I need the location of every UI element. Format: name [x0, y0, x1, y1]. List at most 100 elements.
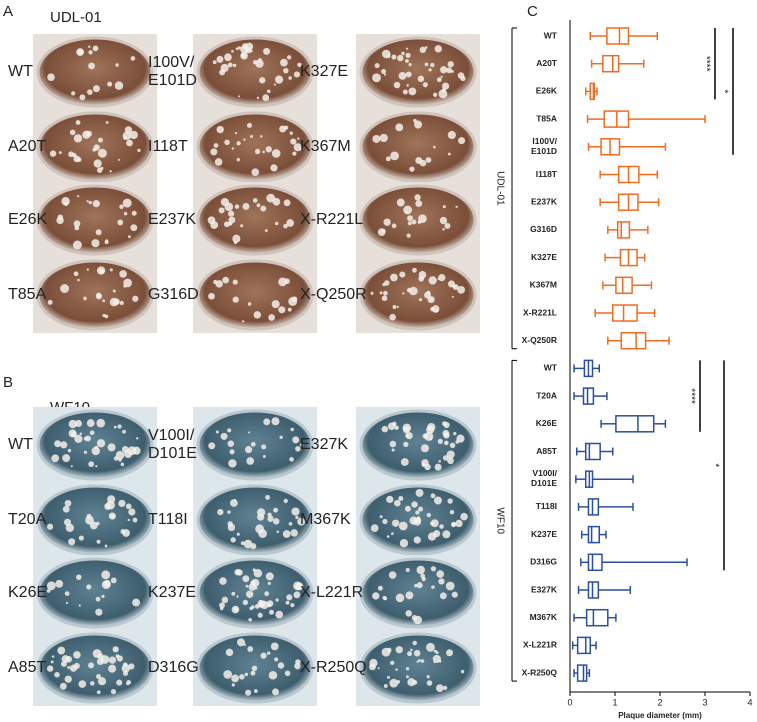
plaque — [119, 204, 124, 209]
plaque — [292, 436, 300, 444]
plate-label: T20A — [8, 511, 47, 528]
plaque — [292, 151, 297, 156]
plaque — [436, 684, 444, 692]
plaque — [432, 654, 441, 663]
plaque — [293, 581, 303, 591]
plaque — [447, 152, 451, 156]
plaque — [96, 418, 106, 428]
panel-title: UDL-01 — [50, 9, 102, 26]
plaque — [405, 666, 410, 671]
group-label: UDL-01 — [494, 171, 505, 206]
plaque — [254, 604, 260, 609]
plaque — [263, 47, 271, 55]
plaque — [225, 648, 234, 657]
plaque — [120, 529, 126, 534]
plaque — [120, 462, 125, 467]
box — [606, 27, 630, 45]
plaque — [283, 67, 289, 74]
category-label: E327K — [531, 584, 558, 594]
plaque — [219, 602, 225, 609]
plaque — [109, 297, 119, 307]
plaque — [269, 609, 274, 615]
plaque — [78, 680, 87, 688]
plaque — [231, 591, 236, 596]
plaque — [395, 593, 405, 603]
plaque — [372, 592, 380, 600]
plaque — [101, 570, 111, 580]
plaque — [236, 141, 241, 146]
plaque — [227, 428, 232, 433]
plaque — [417, 75, 425, 83]
plaque — [381, 295, 388, 302]
box — [602, 54, 620, 73]
plaque — [51, 454, 60, 463]
plaque — [122, 429, 126, 434]
plate-label: X-R221L — [300, 211, 363, 228]
category-label: WT — [544, 30, 558, 40]
plaque — [382, 518, 388, 525]
plaque — [458, 137, 466, 145]
plaque — [208, 292, 215, 300]
plaque — [446, 67, 453, 74]
panel-letter: C — [527, 3, 538, 20]
plaque — [99, 269, 105, 275]
plaque — [239, 674, 245, 680]
plaque — [447, 61, 454, 68]
plaque — [259, 77, 266, 84]
plaque — [274, 75, 284, 84]
plaque — [77, 195, 80, 198]
plaque — [402, 292, 405, 295]
plaque — [260, 652, 267, 659]
plaque — [417, 659, 421, 662]
plaque — [85, 435, 91, 442]
plaque — [430, 521, 435, 526]
plaque — [231, 683, 235, 687]
plaque — [293, 591, 301, 599]
plaque — [391, 54, 397, 60]
plaque — [408, 87, 417, 96]
plaque — [372, 73, 381, 83]
plate-dish — [359, 36, 477, 108]
plaque — [69, 129, 76, 136]
plaque — [46, 589, 51, 593]
plaque — [128, 235, 131, 239]
plaque — [114, 81, 124, 90]
plaque — [250, 135, 253, 138]
plate — [193, 257, 317, 333]
box — [616, 221, 631, 239]
plaque — [122, 670, 129, 677]
plaque — [102, 313, 106, 318]
plaque — [283, 498, 288, 504]
plaque — [389, 678, 399, 688]
plaque — [104, 544, 108, 548]
plaque — [266, 651, 271, 655]
plaque — [290, 529, 298, 537]
plate-label: M367K — [300, 511, 351, 528]
plaque — [379, 291, 383, 295]
plaque — [402, 423, 412, 433]
plaque — [85, 515, 94, 525]
plate-dish — [36, 409, 154, 481]
plaque — [64, 499, 72, 507]
category-label: X-R221L — [523, 307, 557, 317]
plaque — [271, 149, 281, 158]
plaque — [280, 58, 288, 67]
plaque — [390, 273, 398, 282]
plaque — [236, 532, 240, 536]
plaque — [381, 68, 387, 75]
plaque — [395, 646, 403, 654]
box — [585, 442, 601, 461]
category-label: K26E — [536, 418, 558, 428]
plate-dish — [359, 259, 477, 331]
plaque — [127, 518, 130, 522]
plaque — [267, 515, 274, 522]
plaque — [83, 296, 87, 301]
plaque — [237, 46, 242, 50]
plaque — [430, 493, 436, 499]
plaque — [245, 584, 249, 588]
plaque — [290, 603, 295, 608]
plaque — [284, 125, 289, 130]
plaque — [405, 675, 409, 679]
plaque — [392, 305, 397, 309]
plaque — [445, 581, 455, 591]
